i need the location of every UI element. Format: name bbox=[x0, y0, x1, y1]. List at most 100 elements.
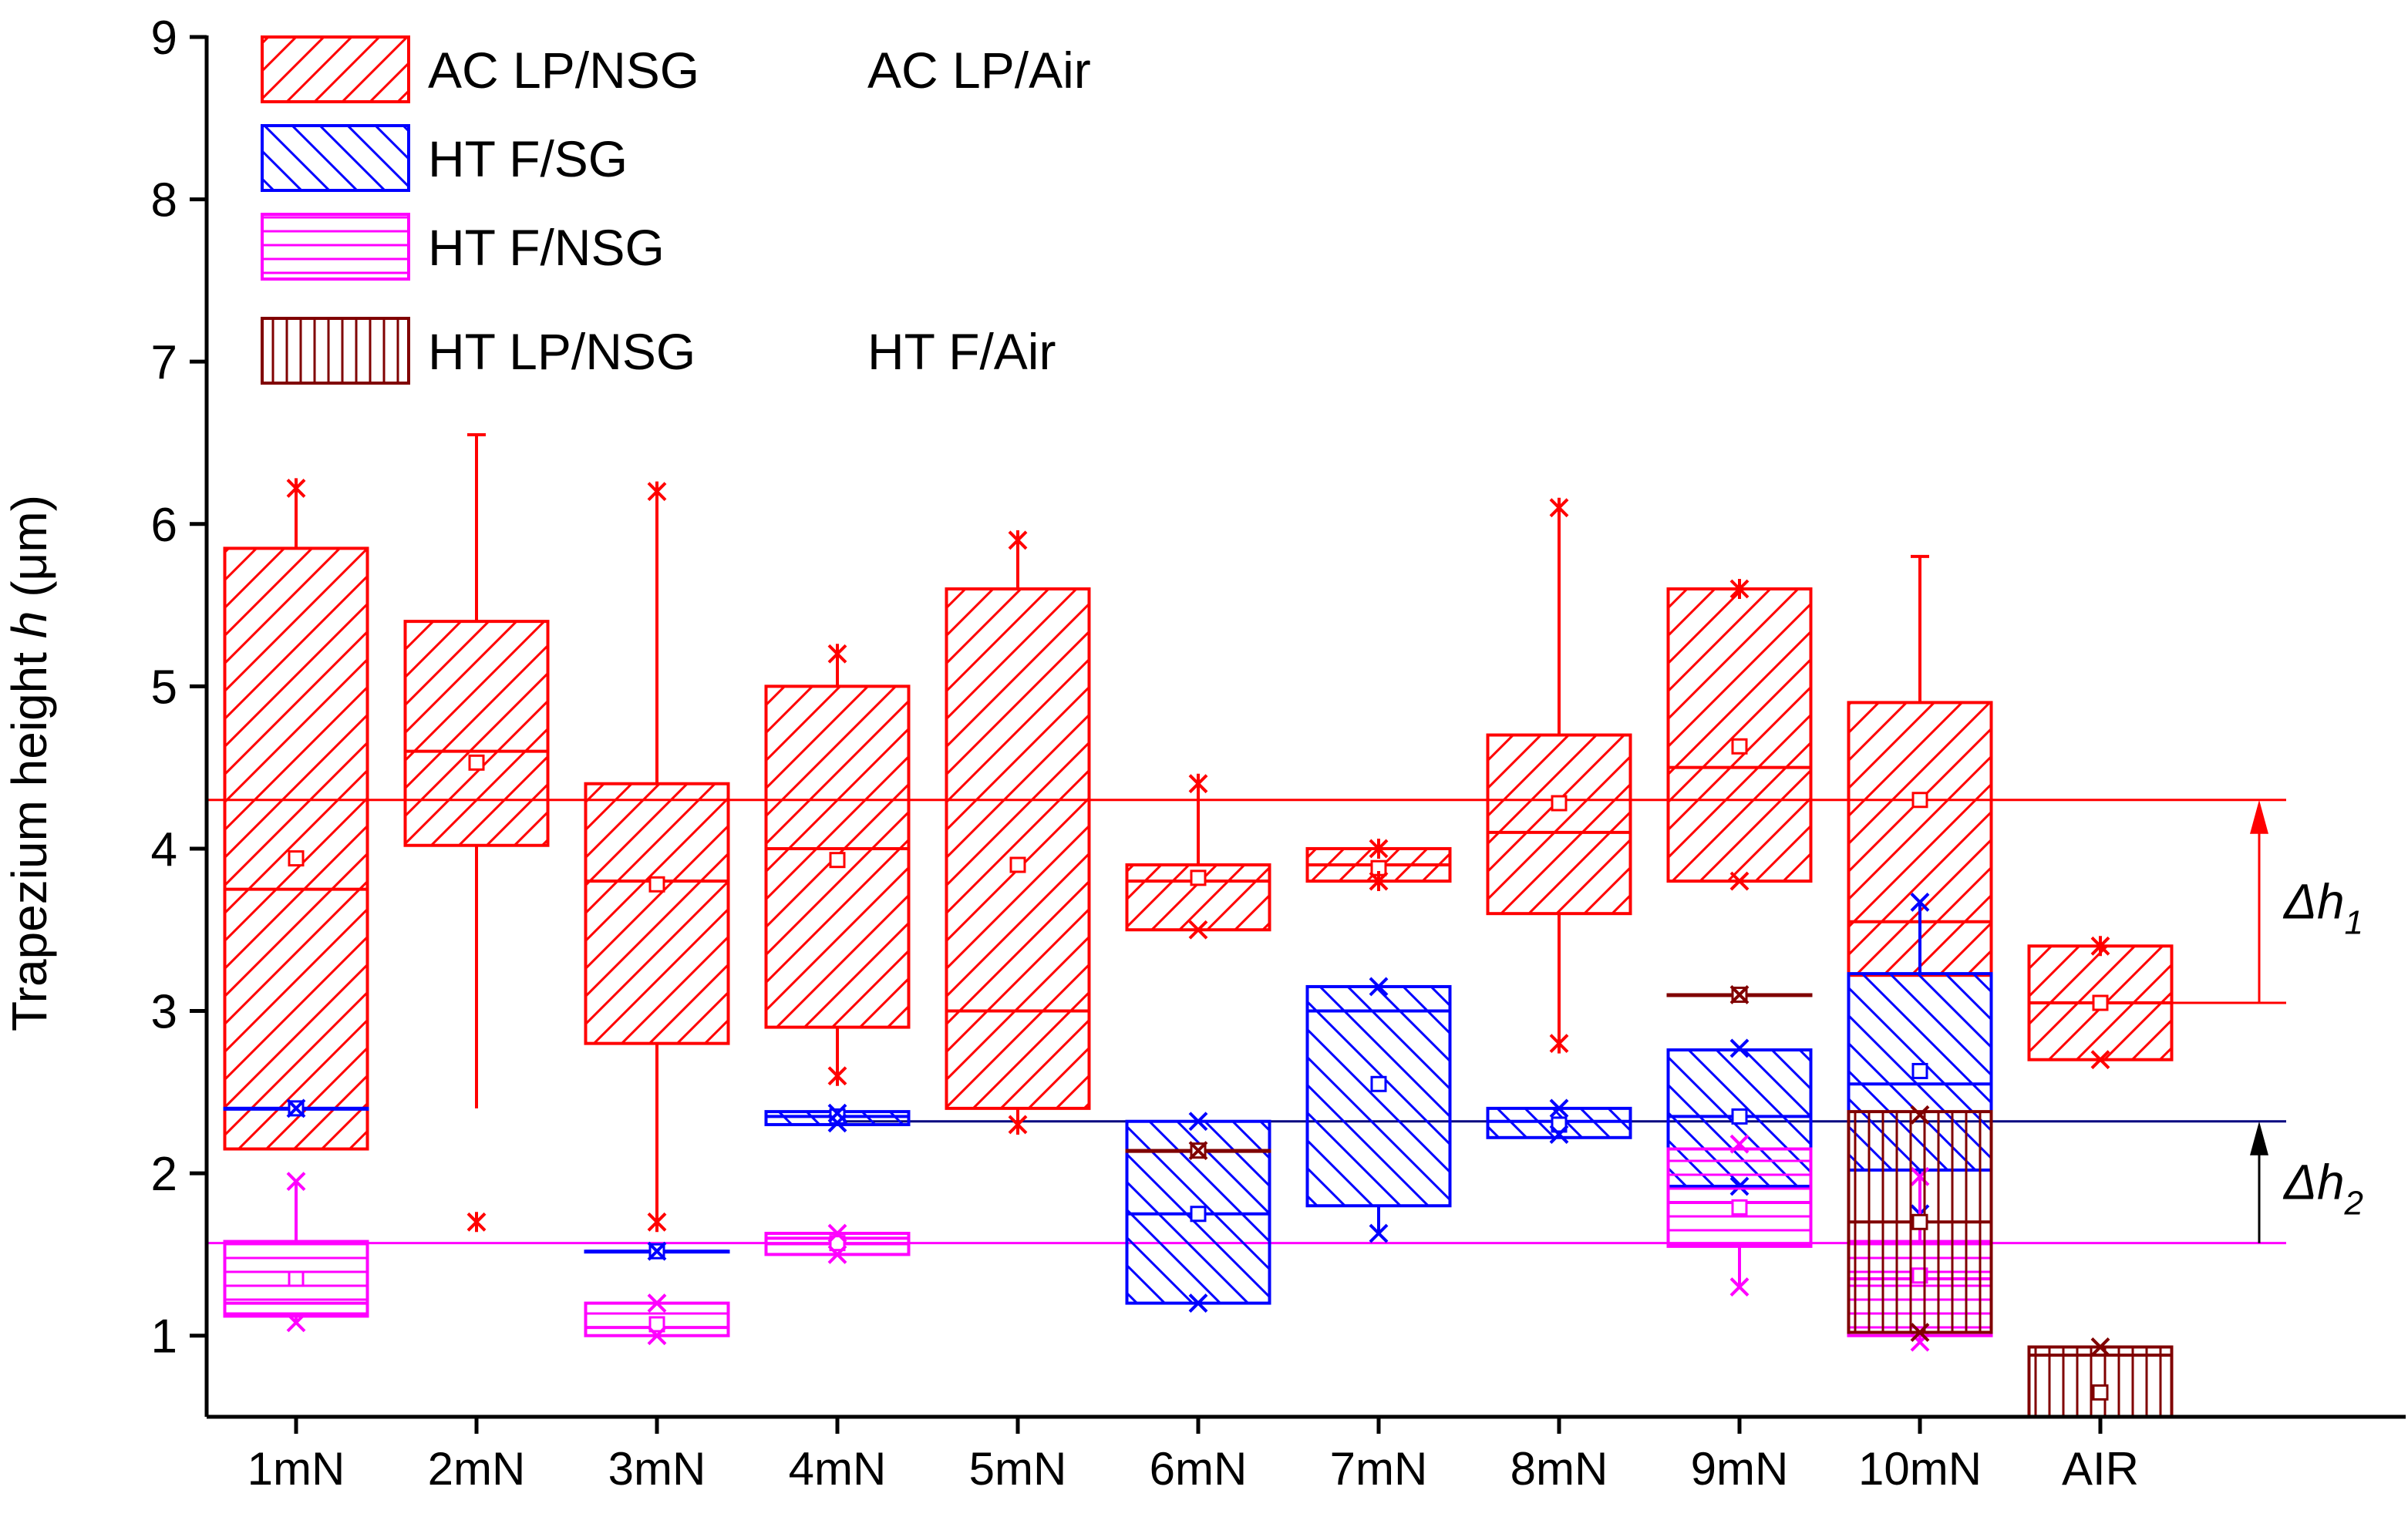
mean-marker bbox=[1009, 856, 1026, 873]
max-marker bbox=[647, 1241, 667, 1261]
max-marker bbox=[2090, 1337, 2110, 1357]
min-marker bbox=[647, 1326, 667, 1346]
max-marker bbox=[1549, 1098, 1569, 1118]
box-ac_lp_nsg-3mN bbox=[584, 481, 730, 1233]
y-tick-label-4: 4 bbox=[151, 823, 177, 876]
mean-marker bbox=[1731, 1199, 1748, 1216]
box-ht_lp_nsg-AIR bbox=[2027, 1337, 2174, 1418]
box-iqr bbox=[403, 620, 550, 847]
legend-item-2: HT F/SG bbox=[261, 124, 628, 192]
min-marker bbox=[1369, 1223, 1389, 1243]
max-marker bbox=[1729, 1134, 1750, 1154]
min-marker bbox=[1188, 920, 1208, 940]
legend-swatch bbox=[261, 35, 410, 103]
series-ht_f_sg bbox=[223, 893, 1993, 1314]
series-ht_lp_nsg bbox=[1125, 985, 2174, 1418]
min-marker bbox=[286, 1313, 306, 1333]
legend-item-4: HT LP/NSG HT F/Air bbox=[261, 317, 1056, 385]
box-ht_lp_nsg-6mN bbox=[1125, 1141, 1271, 1161]
min-marker bbox=[1910, 1323, 1930, 1342]
box-iqr bbox=[1486, 733, 1632, 916]
box-plots bbox=[223, 432, 2174, 1418]
x-tick-label-10mN: 10mN bbox=[1858, 1443, 1982, 1495]
y-tick-label-9: 9 bbox=[151, 12, 177, 65]
x-tick-label-6mN: 6mN bbox=[1150, 1443, 1248, 1495]
max-marker bbox=[1549, 497, 1569, 518]
axes: 1 2 3 4 5 6 7 8 9 1mN 2mN 3mN 4mN 5mN 6mN 7mN 8mN 9mN 10mN… bbox=[151, 12, 2406, 1495]
mean-marker bbox=[2092, 994, 2109, 1011]
legend-label-extra: HT F/Air bbox=[867, 323, 1056, 380]
y-tick-label-7: 7 bbox=[151, 336, 177, 389]
max-marker bbox=[1369, 977, 1389, 997]
box-iqr bbox=[1666, 587, 1813, 883]
min-marker bbox=[827, 1065, 847, 1086]
legend-label-extra: AC LP/Air bbox=[867, 42, 1091, 99]
y-tick-label-8: 8 bbox=[151, 174, 177, 227]
min-marker bbox=[1549, 1125, 1569, 1144]
max-marker bbox=[1910, 1105, 1930, 1125]
max-marker bbox=[1008, 530, 1028, 550]
min-marker bbox=[827, 1113, 847, 1133]
max-marker bbox=[827, 1223, 847, 1243]
box-ac_lp_nsg-8mN bbox=[1486, 497, 1632, 1054]
box-ac_lp_nsg-2mN bbox=[403, 432, 550, 1233]
box-ac_lp_nsg-4mN bbox=[764, 644, 911, 1086]
x-tick-label-8mN: 8mN bbox=[1510, 1443, 1608, 1495]
max-marker bbox=[1729, 579, 1750, 599]
min-marker bbox=[1188, 1293, 1208, 1314]
max-marker bbox=[1188, 1141, 1208, 1161]
legend-item-1: AC LP/NSG AC LP/Air bbox=[261, 35, 1091, 103]
max-marker bbox=[1188, 1112, 1208, 1132]
y-tick-label-3: 3 bbox=[151, 986, 177, 1039]
min-marker bbox=[1549, 1033, 1569, 1054]
delta-arrow-head bbox=[2250, 799, 2268, 834]
y-tick-label-2: 2 bbox=[151, 1148, 177, 1201]
x-tick-label-1mN: 1mN bbox=[248, 1443, 345, 1495]
delta-arrow-head bbox=[2250, 1121, 2268, 1155]
box-ht_f_nsg-1mN bbox=[223, 1172, 369, 1333]
series-ac_lp_nsg bbox=[223, 432, 2174, 1233]
legend: AC LP/NSG AC LP/Air HT F/SG HT F/NSG HT LP/N… bbox=[261, 35, 1091, 385]
mean-marker bbox=[288, 1270, 305, 1287]
box-iqr bbox=[2027, 1345, 2174, 1418]
x-tick-label-4mN: 4mN bbox=[789, 1443, 887, 1495]
delta-annotation-2: Δh2 bbox=[2250, 1121, 2363, 1243]
legend-swatch bbox=[261, 317, 410, 385]
max-marker bbox=[1910, 893, 1930, 912]
box-ht_f_nsg-4mN bbox=[764, 1223, 911, 1264]
legend-swatch bbox=[261, 124, 410, 192]
box-ht_f_nsg-9mN bbox=[1666, 1134, 1813, 1297]
legend-label: HT LP/NSG bbox=[428, 323, 695, 380]
min-marker bbox=[1008, 1114, 1028, 1135]
mean-marker bbox=[1551, 795, 1568, 812]
box-iqr bbox=[945, 587, 1091, 1110]
delta-label: Δh2 bbox=[2282, 1155, 2363, 1223]
box-iqr bbox=[223, 547, 369, 1151]
mean-marker bbox=[468, 754, 485, 771]
x-tick-label-9mN: 9mN bbox=[1691, 1443, 1789, 1495]
x-tick-label-5mN: 5mN bbox=[969, 1443, 1067, 1495]
box-ac_lp_nsg-5mN bbox=[945, 530, 1091, 1135]
mean-marker bbox=[1731, 1108, 1748, 1125]
mean-marker bbox=[648, 1316, 665, 1333]
box-ac_lp_nsg-7mN bbox=[1305, 838, 1452, 892]
box-iqr bbox=[1305, 984, 1452, 1208]
mean-marker bbox=[1190, 870, 1207, 886]
x-tick-label-7mN: 7mN bbox=[1330, 1443, 1428, 1495]
mean-marker bbox=[288, 850, 305, 867]
mean-marker bbox=[2092, 1384, 2109, 1401]
mean-marker bbox=[1911, 1213, 1928, 1230]
box-ht_lp_nsg-9mN bbox=[1666, 985, 1813, 1004]
mean-marker bbox=[1190, 1206, 1207, 1223]
box-ac_lp_nsg-1mN bbox=[223, 478, 369, 1151]
mean-marker bbox=[1370, 1075, 1387, 1092]
legend-label: HT F/NSG bbox=[428, 219, 665, 276]
max-marker bbox=[647, 481, 667, 502]
legend-swatch bbox=[261, 213, 410, 281]
box-ht_f_sg-3mN bbox=[584, 1241, 730, 1261]
legend-label: AC LP/NSG bbox=[428, 42, 699, 99]
max-marker bbox=[286, 1098, 306, 1118]
x-tick-label-3mN: 3mN bbox=[608, 1443, 706, 1495]
box-ht_f_sg-4mN bbox=[764, 1103, 911, 1133]
